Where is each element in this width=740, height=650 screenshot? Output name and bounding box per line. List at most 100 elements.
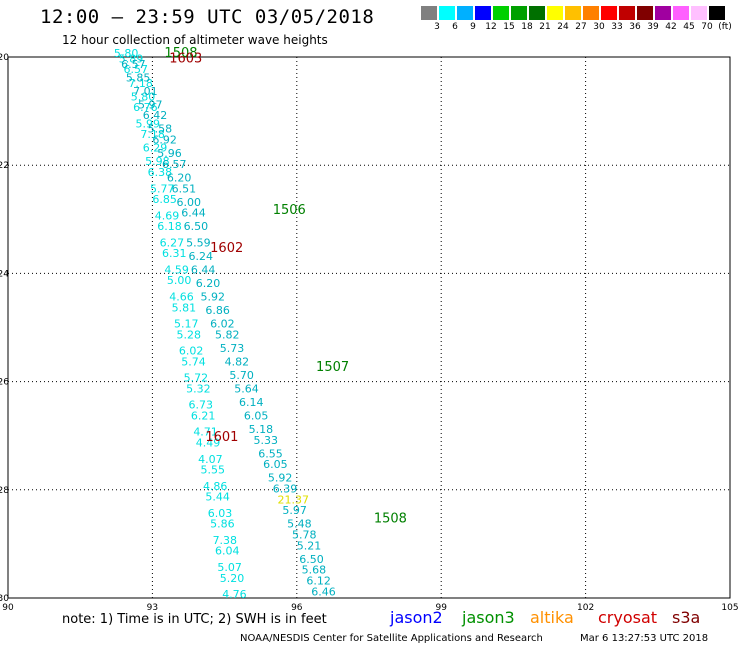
- y-tick-label: -30: [0, 594, 9, 604]
- swh-value-label: 5.17: [174, 318, 199, 331]
- swh-value-label: 6.05: [244, 409, 269, 422]
- swh-value-label: 4.49: [196, 437, 221, 450]
- legend-swatch: [619, 6, 635, 20]
- swh-value-label: 6.02: [210, 318, 235, 331]
- swh-value-label: 4.07: [198, 453, 223, 466]
- swh-value-label: 6.27: [160, 236, 185, 249]
- legend-swatch: [421, 6, 437, 20]
- pass-time-label: 1601: [205, 430, 238, 445]
- y-tick-label: -20: [0, 53, 9, 63]
- swh-value-label: 5.32: [186, 382, 211, 395]
- axes: 90 93 96 99 102 105 -20 -22 -24 -26 -28 -30: [0, 53, 739, 613]
- legend-swatch: [709, 6, 725, 20]
- y-tick-label: -24: [0, 269, 9, 279]
- swh-value-label: 5.89: [119, 52, 144, 65]
- pass-time-label: 1508: [164, 46, 197, 61]
- legend-swatch: [637, 6, 653, 20]
- pass-time-label: 1603: [169, 51, 202, 66]
- swh-value-label: 6.00: [176, 196, 201, 209]
- x-tick-label: 105: [721, 603, 738, 613]
- swh-value-label: 4.59: [164, 263, 189, 276]
- swh-value-label: 7.01: [133, 85, 158, 98]
- swh-value-label: 5.64: [234, 382, 259, 395]
- swh-value-label: 5.97: [282, 504, 307, 517]
- swh-value-label: 5.72: [184, 372, 209, 385]
- swh-value-label: 6.44: [191, 263, 216, 276]
- swh-value-label: 5.80: [114, 47, 139, 60]
- swh-value-label: 5.18: [249, 423, 274, 436]
- swh-value-label: 5.58: [148, 123, 173, 136]
- swh-value-label: 6.04: [215, 545, 240, 558]
- swh-value-label: 6.57: [162, 158, 187, 171]
- swh-value-label: 6.18: [157, 220, 182, 233]
- swh-value-label: 5.99: [136, 117, 161, 130]
- timestamp: Mar 6 13:27:53 UTC 2018: [580, 633, 709, 644]
- legend-tick: 70: [701, 22, 713, 32]
- swh-value-label: 7.18: [128, 77, 153, 90]
- legend-tick: 27: [575, 22, 587, 32]
- swh-value-label: 4.82: [225, 355, 250, 368]
- swh-value-label: 6.39: [273, 483, 298, 496]
- credit-line: NOAA/NESDIS Center for Satellite Applica…: [240, 633, 543, 644]
- chart-title: 12:00 — 23:59 UTC 03/05/2018: [40, 6, 375, 28]
- legend-tick: 12: [485, 22, 497, 32]
- swh-value-label: 4.66: [169, 290, 194, 303]
- plot-frame: [7, 56, 731, 599]
- swh-value-label: 5.48: [287, 518, 312, 531]
- swh-value-label: 5.97: [138, 98, 163, 111]
- swh-value-label: 6.85: [152, 193, 177, 206]
- swh-value-label: 5.21: [297, 539, 322, 552]
- legend-tick: 24: [557, 22, 569, 32]
- swh-value-label: 5.68: [302, 564, 327, 577]
- swh-value-label: 5.86: [210, 518, 235, 531]
- grid-lines: [8, 57, 730, 598]
- data-labels: 5.805.896.577.185.806.765.997.186.295.98…: [114, 47, 336, 601]
- legend-swatch: [457, 6, 473, 20]
- swh-value-label: 6.57: [124, 63, 148, 76]
- legend-tick: 36: [629, 22, 641, 32]
- legend-tick: 21: [539, 22, 551, 32]
- swh-value-label: 6.24: [189, 250, 214, 263]
- legend-tick: 3: [434, 22, 440, 32]
- legend-tick: 15: [503, 22, 515, 32]
- swh-value-label: 5.82: [215, 328, 240, 341]
- swh-value-label: 6.51: [172, 182, 197, 195]
- y-tick-label: -22: [0, 161, 9, 171]
- legend-tick: 39: [647, 22, 659, 32]
- x-tick-label: 93: [147, 603, 158, 613]
- satellite-label-altika: altika: [530, 608, 574, 627]
- swh-value-label: 4.86: [203, 480, 228, 493]
- swh-value-label: 5.92: [201, 290, 226, 303]
- swh-value-label: 5.74: [181, 355, 206, 368]
- swh-value-label: 6.29: [143, 142, 168, 155]
- legend-tick: 6: [452, 22, 458, 32]
- legend-swatch: [511, 6, 527, 20]
- satellite-label-s3a: s3a: [672, 608, 701, 627]
- swh-value-label: 6.50: [184, 220, 209, 233]
- swh-value-label: 6.92: [152, 134, 177, 147]
- satellite-label-cryosat: cryosat: [598, 608, 658, 627]
- swh-value-label: 6.14: [239, 396, 263, 409]
- swh-value-label: 5.44: [205, 491, 230, 504]
- swh-value-label: 6.12: [306, 574, 331, 587]
- swh-value-label: 6.05: [263, 458, 288, 471]
- legend-tick: 33: [611, 22, 623, 32]
- swh-value-label: 5.96: [157, 147, 182, 160]
- swh-value-label: 5.20: [220, 572, 245, 585]
- legend-swatch: [673, 6, 689, 20]
- swh-value-label: 5.07: [217, 561, 242, 574]
- swh-value-label: 6.31: [162, 247, 187, 260]
- swh-value-label: 6.46: [311, 585, 336, 598]
- swh-value-label: 5.80: [131, 90, 156, 103]
- swh-value-label: 6.20: [196, 277, 221, 290]
- swh-value-label: 5.77: [150, 182, 175, 195]
- swh-value-label: 6.44: [181, 207, 206, 220]
- legend-tick: (ft): [718, 22, 732, 32]
- pass-time-label: 1507: [316, 360, 349, 375]
- swh-value-label: 7.18: [140, 128, 165, 141]
- y-tick-label: -28: [0, 486, 9, 496]
- swh-value-label: 4.69: [155, 209, 180, 222]
- swh-value-label: 6.42: [143, 109, 168, 122]
